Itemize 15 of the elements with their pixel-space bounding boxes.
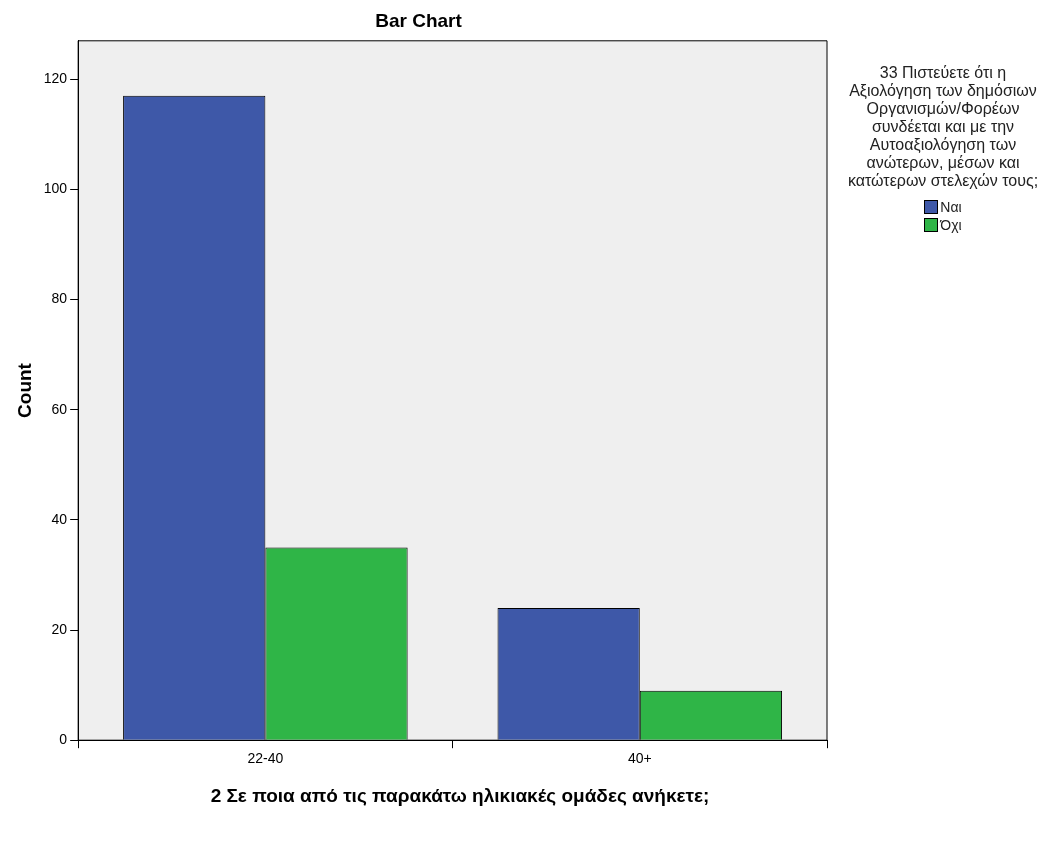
y-tick-label: 100 (43, 180, 68, 197)
y-tick-label: 60 (51, 400, 68, 417)
chart-title: Bar Chart (375, 9, 463, 31)
y-axis-title: Count (13, 362, 35, 418)
y-tick-label: 80 (51, 290, 68, 307)
y-tick-label: 40 (51, 510, 68, 527)
legend-label: Ναι (940, 198, 962, 216)
y-tick-label: 0 (59, 731, 68, 748)
x-tick-label: 40+ (627, 750, 652, 767)
y-tick-label: 20 (51, 620, 68, 637)
x-tick-label: 22-40 (247, 750, 284, 767)
y-tick-label: 120 (43, 70, 68, 87)
legend-title: 33 Πιστεύετε ότι η Αξιολόγηση των δημόσιων Οργανισμών/Φορέων συνδέεται και με την Αυτοαξιολόγηση των ανώτερων, μέσων και κατώτερων στελεχών τους; (846, 64, 1040, 190)
legend-label: Όχι (940, 216, 962, 234)
x-axis-title: 2 Σε ποια από τις παρακάτω ηλικιακές ομάδες ανήκετε; (209, 785, 711, 806)
